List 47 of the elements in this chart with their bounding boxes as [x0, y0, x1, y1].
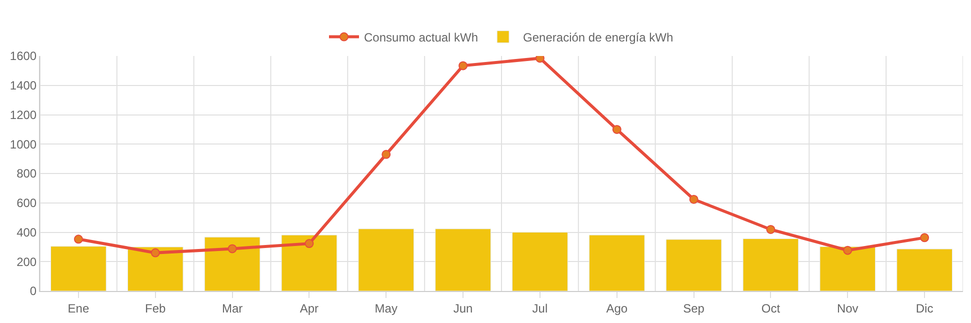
point	[382, 150, 391, 159]
bar	[820, 246, 876, 291]
y-tick-label: 200	[16, 254, 37, 269]
x-tick-label: Mar	[222, 301, 243, 316]
bar	[435, 228, 491, 291]
y-tick-label: 600	[16, 196, 37, 210]
point	[150, 248, 160, 258]
point	[843, 246, 852, 255]
bar	[666, 239, 722, 291]
point	[228, 244, 237, 254]
y-tick-label: 400	[16, 225, 37, 240]
y-tick-label: 1000	[10, 137, 37, 152]
x-tick-label: Sep	[683, 301, 705, 316]
y-tick-label: 1200	[10, 108, 37, 122]
legend-label: Consumo actual kWh	[364, 30, 478, 44]
x-tick-label: Oct	[761, 301, 781, 316]
x-tick-label: Jul	[532, 301, 548, 316]
x-tick-label: Dic	[916, 301, 934, 316]
bar	[127, 246, 184, 291]
y-tick-label: 1400	[10, 78, 37, 93]
x-tick-label: Apr	[300, 301, 319, 316]
point	[304, 239, 314, 248]
legend-label: Generación de energía kWh	[523, 30, 674, 44]
bar	[896, 248, 952, 291]
x-tick-label: Ene	[68, 301, 90, 316]
bar	[281, 234, 338, 291]
bar	[204, 236, 260, 291]
bar	[742, 238, 799, 291]
bar	[358, 228, 414, 291]
x-tick-label: Feb	[145, 301, 166, 316]
point	[458, 61, 468, 70]
bar	[588, 234, 645, 291]
point	[535, 56, 544, 63]
x-tick-label: May	[374, 301, 398, 316]
point	[74, 234, 83, 244]
x-tick-label: Jun	[453, 301, 473, 316]
point	[689, 194, 698, 204]
y-tick-label: 0	[30, 284, 37, 298]
y-tick-label: 1600	[10, 49, 37, 64]
x-tick-label: Ago	[606, 301, 628, 316]
point	[766, 224, 776, 234]
bar	[50, 246, 106, 291]
point	[612, 124, 622, 134]
x-tick-label: Nov	[836, 301, 858, 316]
bar	[512, 232, 568, 291]
y-tick-label: 800	[16, 166, 37, 181]
point	[920, 233, 930, 242]
